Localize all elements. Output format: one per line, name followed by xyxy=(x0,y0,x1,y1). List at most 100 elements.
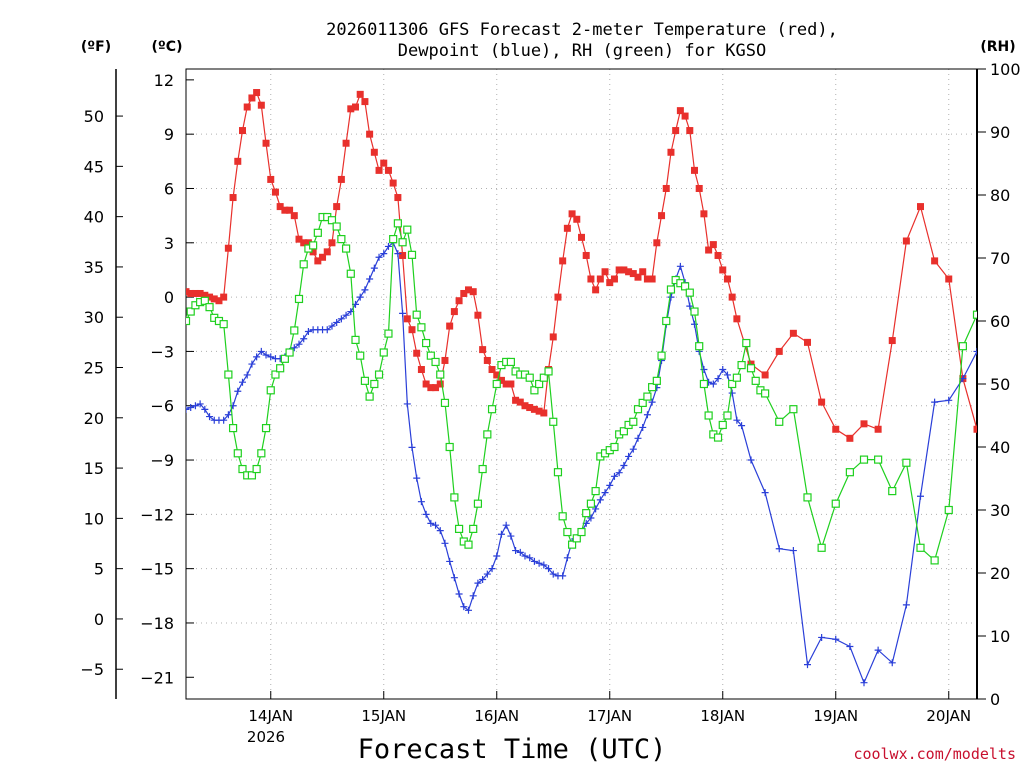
rh-point xyxy=(944,505,953,515)
temperature-point xyxy=(234,157,242,165)
temperature-point xyxy=(667,148,675,156)
rh-tick-label: 40 xyxy=(990,438,1010,457)
temperature-point xyxy=(403,315,411,323)
temperature-point xyxy=(399,251,407,259)
dewpoint-point xyxy=(686,302,694,310)
celsius-tick-label: 6 xyxy=(164,179,174,198)
rh-point xyxy=(742,338,751,348)
dewpoint-point xyxy=(450,574,458,582)
temperature-point xyxy=(191,289,199,297)
rh-point xyxy=(888,487,897,496)
rh-point xyxy=(454,524,464,534)
temperature-point xyxy=(380,159,388,167)
temperature-point xyxy=(526,404,534,412)
dewpoint-point xyxy=(469,592,477,600)
dewpoint-point xyxy=(441,539,449,547)
temperature-point xyxy=(215,297,223,305)
dewpoint-point xyxy=(714,375,722,383)
temperature-point xyxy=(276,203,284,211)
x-tick-label: 15JAN xyxy=(361,707,406,725)
temperature-point xyxy=(860,420,868,428)
temperature-point xyxy=(450,308,458,316)
temperature-point xyxy=(220,293,228,301)
rh-tick-label: 60 xyxy=(990,312,1010,331)
temperature-point xyxy=(389,179,397,187)
temperature-point xyxy=(540,409,548,417)
celsius-tick-label: 0 xyxy=(164,288,174,307)
rh-point xyxy=(704,411,713,420)
temperature-point xyxy=(224,244,232,252)
temperature-point xyxy=(818,398,826,406)
rh-point xyxy=(478,464,487,474)
rh-point xyxy=(309,241,318,250)
dewpoint-point xyxy=(634,434,642,442)
rh-point xyxy=(450,493,459,502)
temperature-point xyxy=(507,380,515,388)
rh-point xyxy=(327,216,337,225)
rh-point xyxy=(699,379,709,389)
dewpoint-point xyxy=(945,396,953,404)
temperature-point xyxy=(681,112,689,120)
dewpoint-point xyxy=(262,351,270,359)
temperature-point xyxy=(502,380,510,388)
temperature-point xyxy=(201,291,209,299)
rh-tick-label: 90 xyxy=(990,123,1010,142)
temperature-point xyxy=(610,275,618,283)
rh-tick-label: 20 xyxy=(990,564,1010,583)
temperature-point xyxy=(187,289,195,297)
rh-point xyxy=(775,417,784,426)
dewpoint-point xyxy=(234,387,242,395)
celsius-tick-label: −12 xyxy=(140,505,174,524)
rh-line xyxy=(186,216,977,562)
rh-point xyxy=(436,370,445,379)
credit-link[interactable]: coolwx.com/modelts xyxy=(853,745,1016,763)
temperature-point xyxy=(573,215,581,223)
temperature-point xyxy=(408,326,416,334)
rh-point xyxy=(723,411,732,420)
rh-point xyxy=(930,556,939,565)
temperature-point xyxy=(479,346,487,354)
rh-point xyxy=(228,424,238,433)
dewpoint-point xyxy=(723,371,731,379)
rh-point xyxy=(506,357,515,367)
temperature-point xyxy=(328,239,336,247)
rh-point xyxy=(1016,374,1023,381)
dewpoint-point xyxy=(667,293,675,301)
rh-point xyxy=(370,379,379,389)
dewpoint-point xyxy=(540,561,548,569)
rh-point xyxy=(492,379,501,389)
temperature-point xyxy=(465,286,472,294)
dewpoint-point xyxy=(733,416,741,424)
dewpoint-point xyxy=(832,635,840,643)
rh-point xyxy=(789,405,798,414)
temperature-point xyxy=(375,166,383,174)
rh-point xyxy=(563,527,572,537)
temperature-point xyxy=(366,130,374,138)
dewpoint-point xyxy=(186,405,190,413)
dewpoint-point xyxy=(474,579,482,587)
rh-point xyxy=(544,367,553,376)
temperature-point xyxy=(333,203,341,211)
dewpoint-point xyxy=(620,461,628,469)
dewpoint-point xyxy=(380,250,388,258)
dewpoint-point xyxy=(432,521,440,529)
rh-point xyxy=(285,348,294,357)
temperature-point xyxy=(323,248,331,256)
dewpoint-point xyxy=(502,521,510,529)
rh-point xyxy=(638,398,647,407)
rh-point xyxy=(958,342,967,351)
celsius-axis-unit: (ºC) xyxy=(152,39,183,55)
rh-point xyxy=(266,386,275,395)
rh-point xyxy=(586,499,596,508)
rh-point xyxy=(902,458,911,467)
x-tick-label: 14JAN xyxy=(248,707,293,725)
temperature-point xyxy=(239,127,246,135)
rh-point xyxy=(412,310,421,319)
dewpoint-point xyxy=(615,469,623,477)
chart-title-line-1: 2026011306 GFS Forecast 2-meter Temperat… xyxy=(326,20,838,40)
rh-point xyxy=(407,250,417,259)
temperature-point xyxy=(300,239,308,247)
temperature-point xyxy=(512,396,520,404)
fahrenheit-tick-label: −5 xyxy=(80,660,104,679)
